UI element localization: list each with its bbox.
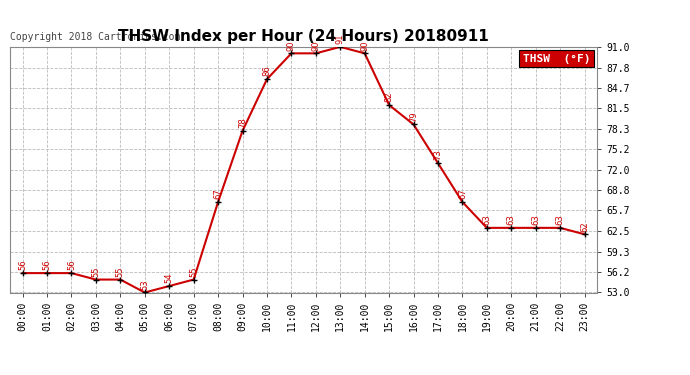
Text: 79: 79 — [409, 111, 418, 122]
Text: 63: 63 — [531, 214, 540, 225]
Text: 53: 53 — [140, 279, 149, 290]
Text: 67: 67 — [214, 189, 223, 199]
Text: 73: 73 — [433, 150, 442, 160]
Text: 63: 63 — [507, 214, 516, 225]
Text: 62: 62 — [580, 221, 589, 231]
Text: 67: 67 — [458, 189, 467, 199]
Text: 82: 82 — [384, 92, 393, 102]
Text: 56: 56 — [43, 260, 52, 270]
Text: 55: 55 — [189, 266, 198, 277]
Title: THSW Index per Hour (24 Hours) 20180911: THSW Index per Hour (24 Hours) 20180911 — [118, 29, 489, 44]
Text: 90: 90 — [360, 40, 369, 51]
Text: 91: 91 — [336, 34, 345, 44]
Text: 56: 56 — [18, 260, 27, 270]
Text: 63: 63 — [482, 214, 491, 225]
Text: 56: 56 — [67, 260, 76, 270]
Text: 55: 55 — [91, 266, 100, 277]
Text: 78: 78 — [238, 117, 247, 128]
Text: 86: 86 — [262, 66, 271, 76]
Text: 55: 55 — [116, 266, 125, 277]
Text: 54: 54 — [165, 273, 174, 283]
Text: 90: 90 — [287, 40, 296, 51]
Text: 63: 63 — [555, 214, 564, 225]
Text: Copyright 2018 Cartronics.com: Copyright 2018 Cartronics.com — [10, 32, 181, 42]
Text: 90: 90 — [311, 40, 320, 51]
